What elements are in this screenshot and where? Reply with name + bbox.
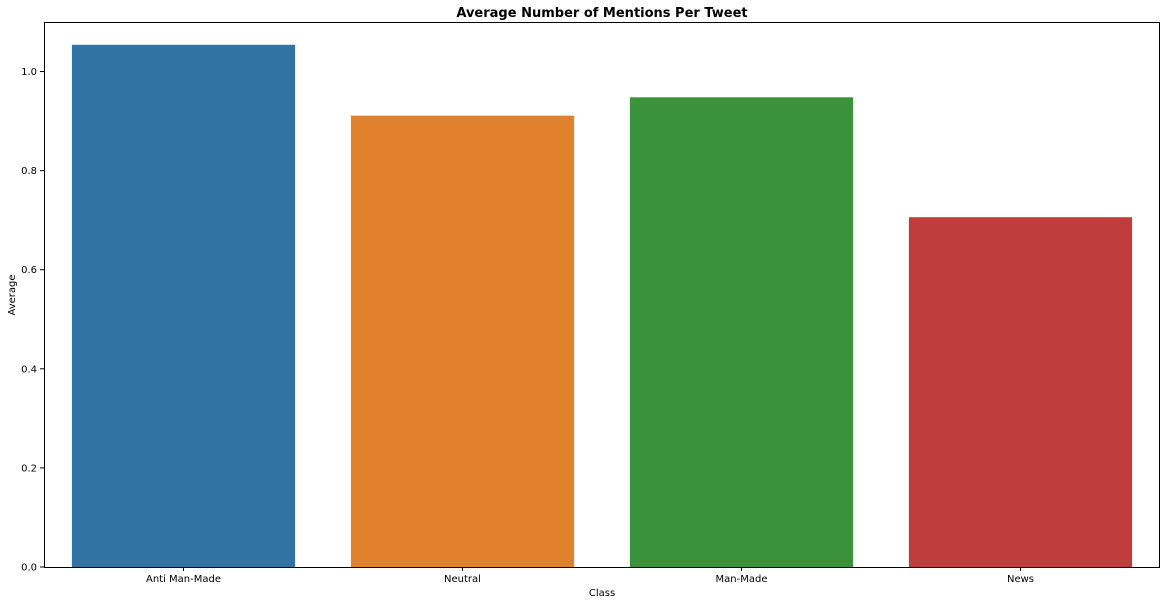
bar-man-made (629, 97, 854, 568)
axes-layer (44, 22, 1160, 568)
x-tick-label: Man-Made (716, 574, 768, 585)
y-tick-label: 0.2 (21, 463, 37, 474)
bar-neutral (350, 115, 575, 568)
y-tick-label: 0.0 (21, 563, 37, 574)
chart-title: Average Number of Mentions Per Tweet (456, 6, 747, 21)
plot-frame (44, 22, 1160, 568)
bar-anti-man-made (71, 44, 296, 568)
y-tick-label: 1.0 (21, 67, 37, 78)
x-tick-label: Neutral (444, 574, 481, 585)
x-tick-label: Anti Man-Made (146, 574, 221, 585)
y-tick-label: 0.4 (21, 364, 37, 375)
y-tick-label: 0.6 (21, 265, 37, 276)
x-tick-label: News (1007, 574, 1034, 585)
y-axis-label: Average (7, 274, 18, 315)
ticks-layer: Anti Man-Made Neutral Man-Made News 0.0 0.2 0.… (21, 67, 1034, 585)
bars-layer (71, 44, 1133, 568)
y-tick-label: 0.8 (21, 166, 37, 177)
x-axis-label: Class (589, 588, 615, 599)
bar-news (908, 217, 1133, 567)
